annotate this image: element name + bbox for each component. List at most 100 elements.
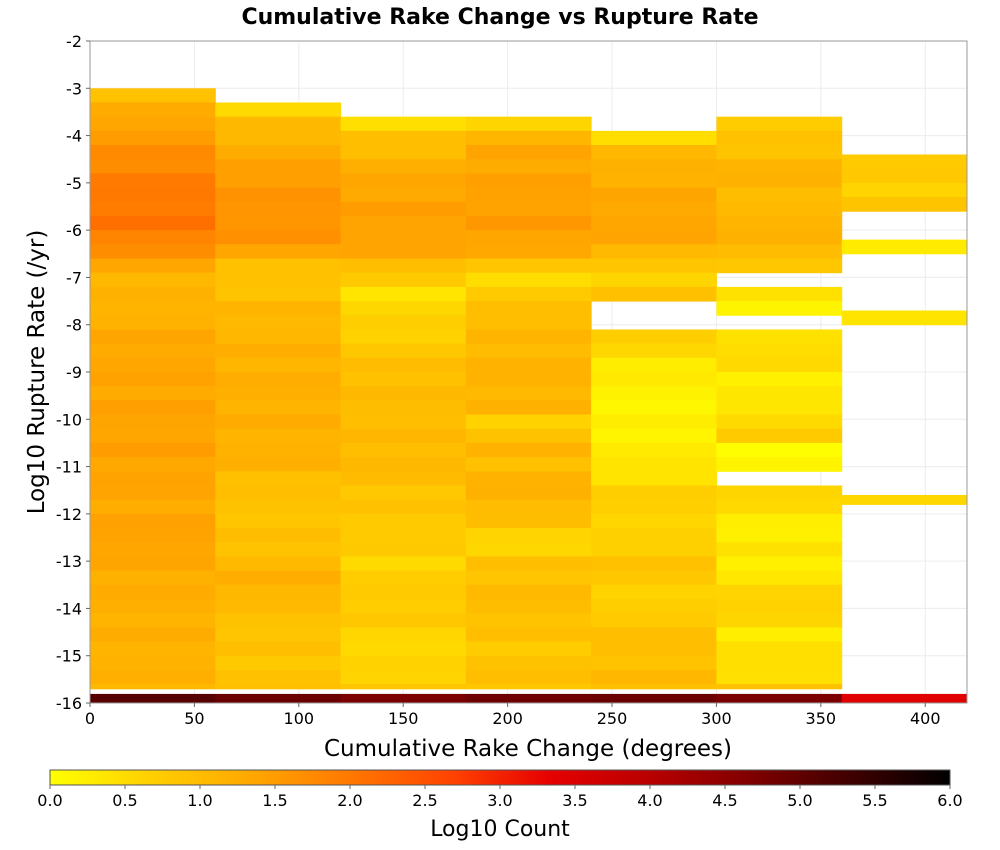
heatmap-cell <box>215 542 342 557</box>
heatmap-cell <box>591 528 717 543</box>
colorbar-tick-label: 4.5 <box>712 791 737 810</box>
heatmap-cell <box>465 173 592 189</box>
heatmap-cell <box>90 301 216 316</box>
heatmap-cell <box>340 230 467 245</box>
heatmap-cell <box>215 116 342 132</box>
heatmap-cell <box>90 499 216 515</box>
heatmap-cell <box>340 386 467 401</box>
heatmap-cell <box>591 414 717 430</box>
heatmap-cell <box>215 627 342 643</box>
heatmap-cell <box>340 130 467 146</box>
heatmap-cell <box>716 400 843 416</box>
heatmap-cell <box>841 182 968 198</box>
heatmap-cell <box>465 372 592 387</box>
colorbar-ticks: 0.0 0.5 1.0 1.5 2.0 2.5 3.0 3.5 4.0 4.5 5.0 5.5 6.0 <box>37 785 963 810</box>
heatmap-cell <box>591 372 717 387</box>
heatmap-cell <box>90 485 216 501</box>
heatmap-cell <box>591 159 717 174</box>
heatmap-cell <box>716 286 843 302</box>
heatmap-cell <box>340 428 467 444</box>
heatmap-cell <box>215 471 342 486</box>
heatmap-cell <box>591 400 717 416</box>
heatmap-cell <box>716 201 843 217</box>
heatmap-cell <box>340 684 467 690</box>
heatmap-cell <box>90 145 216 160</box>
heatmap-cell <box>340 244 467 260</box>
heatmap-cell <box>215 372 342 387</box>
heatmap-cell <box>716 584 843 600</box>
heatmap-cell <box>591 258 717 274</box>
heatmap-cell <box>215 556 342 572</box>
heatmap-cell <box>591 684 717 690</box>
heatmap-cell <box>340 301 467 316</box>
heatmap-cell-bottom-row <box>340 693 467 703</box>
heatmap-cell <box>215 442 342 458</box>
heatmap-cell <box>340 272 467 288</box>
y-tick-label: -6 <box>66 221 82 240</box>
heatmap-cell <box>841 239 968 255</box>
heatmap-cell <box>90 201 216 217</box>
x-tick-label: 300 <box>701 709 732 728</box>
heatmap-cell <box>90 159 216 174</box>
heatmap-cell <box>716 684 843 690</box>
heatmap-cell <box>90 130 216 146</box>
y-tick-label: -7 <box>66 268 82 287</box>
heatmap-cell <box>340 201 467 217</box>
colorbar-tick-label: 2.5 <box>412 791 437 810</box>
heatmap-cell <box>465 215 592 231</box>
heatmap-cell <box>340 598 467 614</box>
heatmap-cell <box>716 442 843 458</box>
heatmap-cell <box>340 442 467 458</box>
heatmap-cell <box>465 286 592 302</box>
heatmap-cell <box>340 372 467 387</box>
heatmap-cell <box>90 215 216 231</box>
heatmap-cell <box>716 556 843 572</box>
heatmap-cell <box>465 230 592 245</box>
heatmap-cell <box>215 528 342 543</box>
y-tick-label: -14 <box>56 599 82 618</box>
heatmap-cell <box>90 400 216 416</box>
heatmap-cell <box>465 428 592 444</box>
heatmap-cell <box>340 187 467 203</box>
heatmap-cell <box>215 655 342 671</box>
heatmap-cell <box>716 613 843 628</box>
heatmap-cell <box>340 329 467 345</box>
heatmap-cell <box>340 286 467 302</box>
heatmap-cell <box>465 528 592 543</box>
heatmap-cell <box>465 343 592 359</box>
heatmap-cell <box>340 357 467 373</box>
heatmap-cell <box>716 669 843 685</box>
x-axis-label: Cumulative Rake Change (degrees) <box>324 736 732 762</box>
colorbar-tick-label: 2.0 <box>337 791 362 810</box>
heatmap-cell <box>465 244 592 260</box>
heatmap-cell <box>215 230 342 245</box>
heatmap-cell <box>340 258 467 274</box>
colorbar-tick-label: 3.5 <box>562 791 587 810</box>
x-tick-label: 400 <box>910 709 941 728</box>
y-tick-label: -2 <box>66 32 82 51</box>
heatmap-cell <box>90 102 216 118</box>
chart-title: Cumulative Rake Change vs Rupture Rate <box>241 5 758 30</box>
heatmap-cell <box>340 215 467 231</box>
heatmap-cell <box>90 669 216 685</box>
heatmap-cell <box>591 669 717 685</box>
heatmap-cell <box>90 329 216 345</box>
heatmap-cell <box>716 513 843 529</box>
heatmap-cell <box>90 258 216 274</box>
heatmap-cell <box>215 386 342 401</box>
heatmap-cell <box>716 570 843 586</box>
heatmap-cell <box>716 414 843 430</box>
heatmap-cell <box>591 386 717 401</box>
y-axis-label: Log10 Rupture Rate (/yr) <box>24 230 50 515</box>
heatmap-cell <box>215 499 342 515</box>
heatmap-cell <box>716 244 843 260</box>
heatmap-cell <box>90 513 216 529</box>
heatmap-cell <box>465 386 592 401</box>
heatmap-cell <box>90 627 216 643</box>
heatmap-cell <box>90 173 216 189</box>
colorbar-tick-label: 1.0 <box>187 791 212 810</box>
x-tick-label: 100 <box>284 709 315 728</box>
heatmap-cell <box>340 613 467 628</box>
heatmap-cell <box>340 485 467 501</box>
heatmap-cell <box>591 499 717 515</box>
